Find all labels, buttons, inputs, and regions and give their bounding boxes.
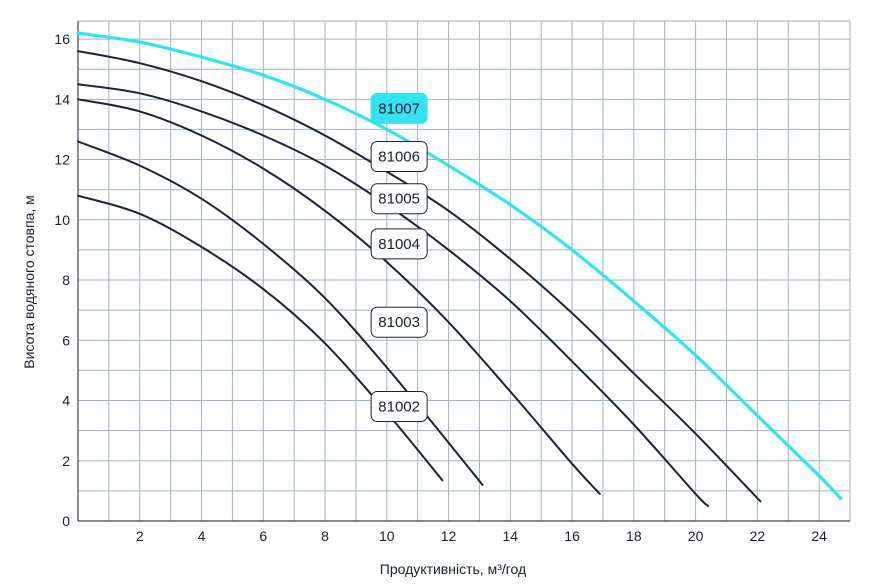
- series-label-81006: 81006: [370, 141, 428, 173]
- series-label-text: 81006: [378, 149, 420, 166]
- y-tick-label: 4: [62, 393, 70, 409]
- x-tick-label: 16: [564, 528, 580, 544]
- x-tick-label: 10: [379, 528, 395, 544]
- series-label-text: 81005: [378, 191, 420, 208]
- series-line-81007: [76, 31, 843, 500]
- y-tick-label: 12: [54, 152, 70, 168]
- series-label-81004: 81004: [370, 228, 428, 260]
- y-tick-label: 6: [62, 332, 70, 348]
- series-label-box: [370, 228, 428, 260]
- x-tick-label: 22: [750, 528, 766, 544]
- series-label-box: [370, 306, 428, 338]
- y-tick-labels: 0 2 4 6 8 10 12 14 16: [54, 31, 70, 529]
- series-label-81005: 81005: [370, 183, 428, 215]
- x-tick-label: 2: [136, 528, 144, 544]
- y-tick-label: 10: [54, 212, 70, 228]
- series-line-81006: [77, 50, 762, 503]
- x-tick-label: 14: [503, 528, 519, 544]
- series-label-box: [370, 141, 428, 173]
- x-axis-title: Продуктивність, м³/год: [380, 561, 526, 577]
- y-tick-label: 8: [62, 272, 70, 288]
- series-label-text: 81007: [378, 100, 420, 117]
- y-axis-title: Висота водяного стовпа, м: [21, 195, 37, 368]
- series-label-text: 81003: [378, 314, 420, 331]
- y-tick-label: 2: [62, 453, 70, 469]
- x-tick-label: 12: [441, 528, 457, 544]
- series-line-81003: [77, 140, 484, 486]
- series-label-box: [370, 92, 428, 124]
- series-label-text: 81004: [378, 236, 420, 253]
- x-tick-label: 24: [811, 528, 827, 544]
- series-label-text: 81002: [378, 399, 420, 416]
- x-tick-label: 20: [688, 528, 704, 544]
- series-label-box: [370, 391, 428, 423]
- series-label-box: [370, 183, 428, 215]
- series-labels: 81002 81003 81004 81005 81006 81007: [370, 92, 428, 423]
- series-label-81002: 81002: [370, 391, 428, 423]
- x-tick-labels: 2 4 6 8 10 12 14 16 18 20 22 24: [136, 528, 827, 544]
- x-tick-label: 8: [321, 528, 329, 544]
- y-tick-label: 16: [54, 31, 70, 47]
- axes: [77, 21, 850, 522]
- y-tick-label: 0: [62, 513, 70, 529]
- series-label-81007: 81007: [370, 92, 428, 124]
- y-tick-label: 14: [54, 91, 70, 107]
- x-tick-label: 6: [259, 528, 267, 544]
- grid: [78, 20, 851, 521]
- series-label-81003: 81003: [370, 306, 428, 338]
- series-line-81005: [77, 83, 709, 507]
- x-tick-label: 18: [626, 528, 642, 544]
- x-tick-label: 4: [198, 528, 206, 544]
- series-line-81004: [77, 98, 601, 495]
